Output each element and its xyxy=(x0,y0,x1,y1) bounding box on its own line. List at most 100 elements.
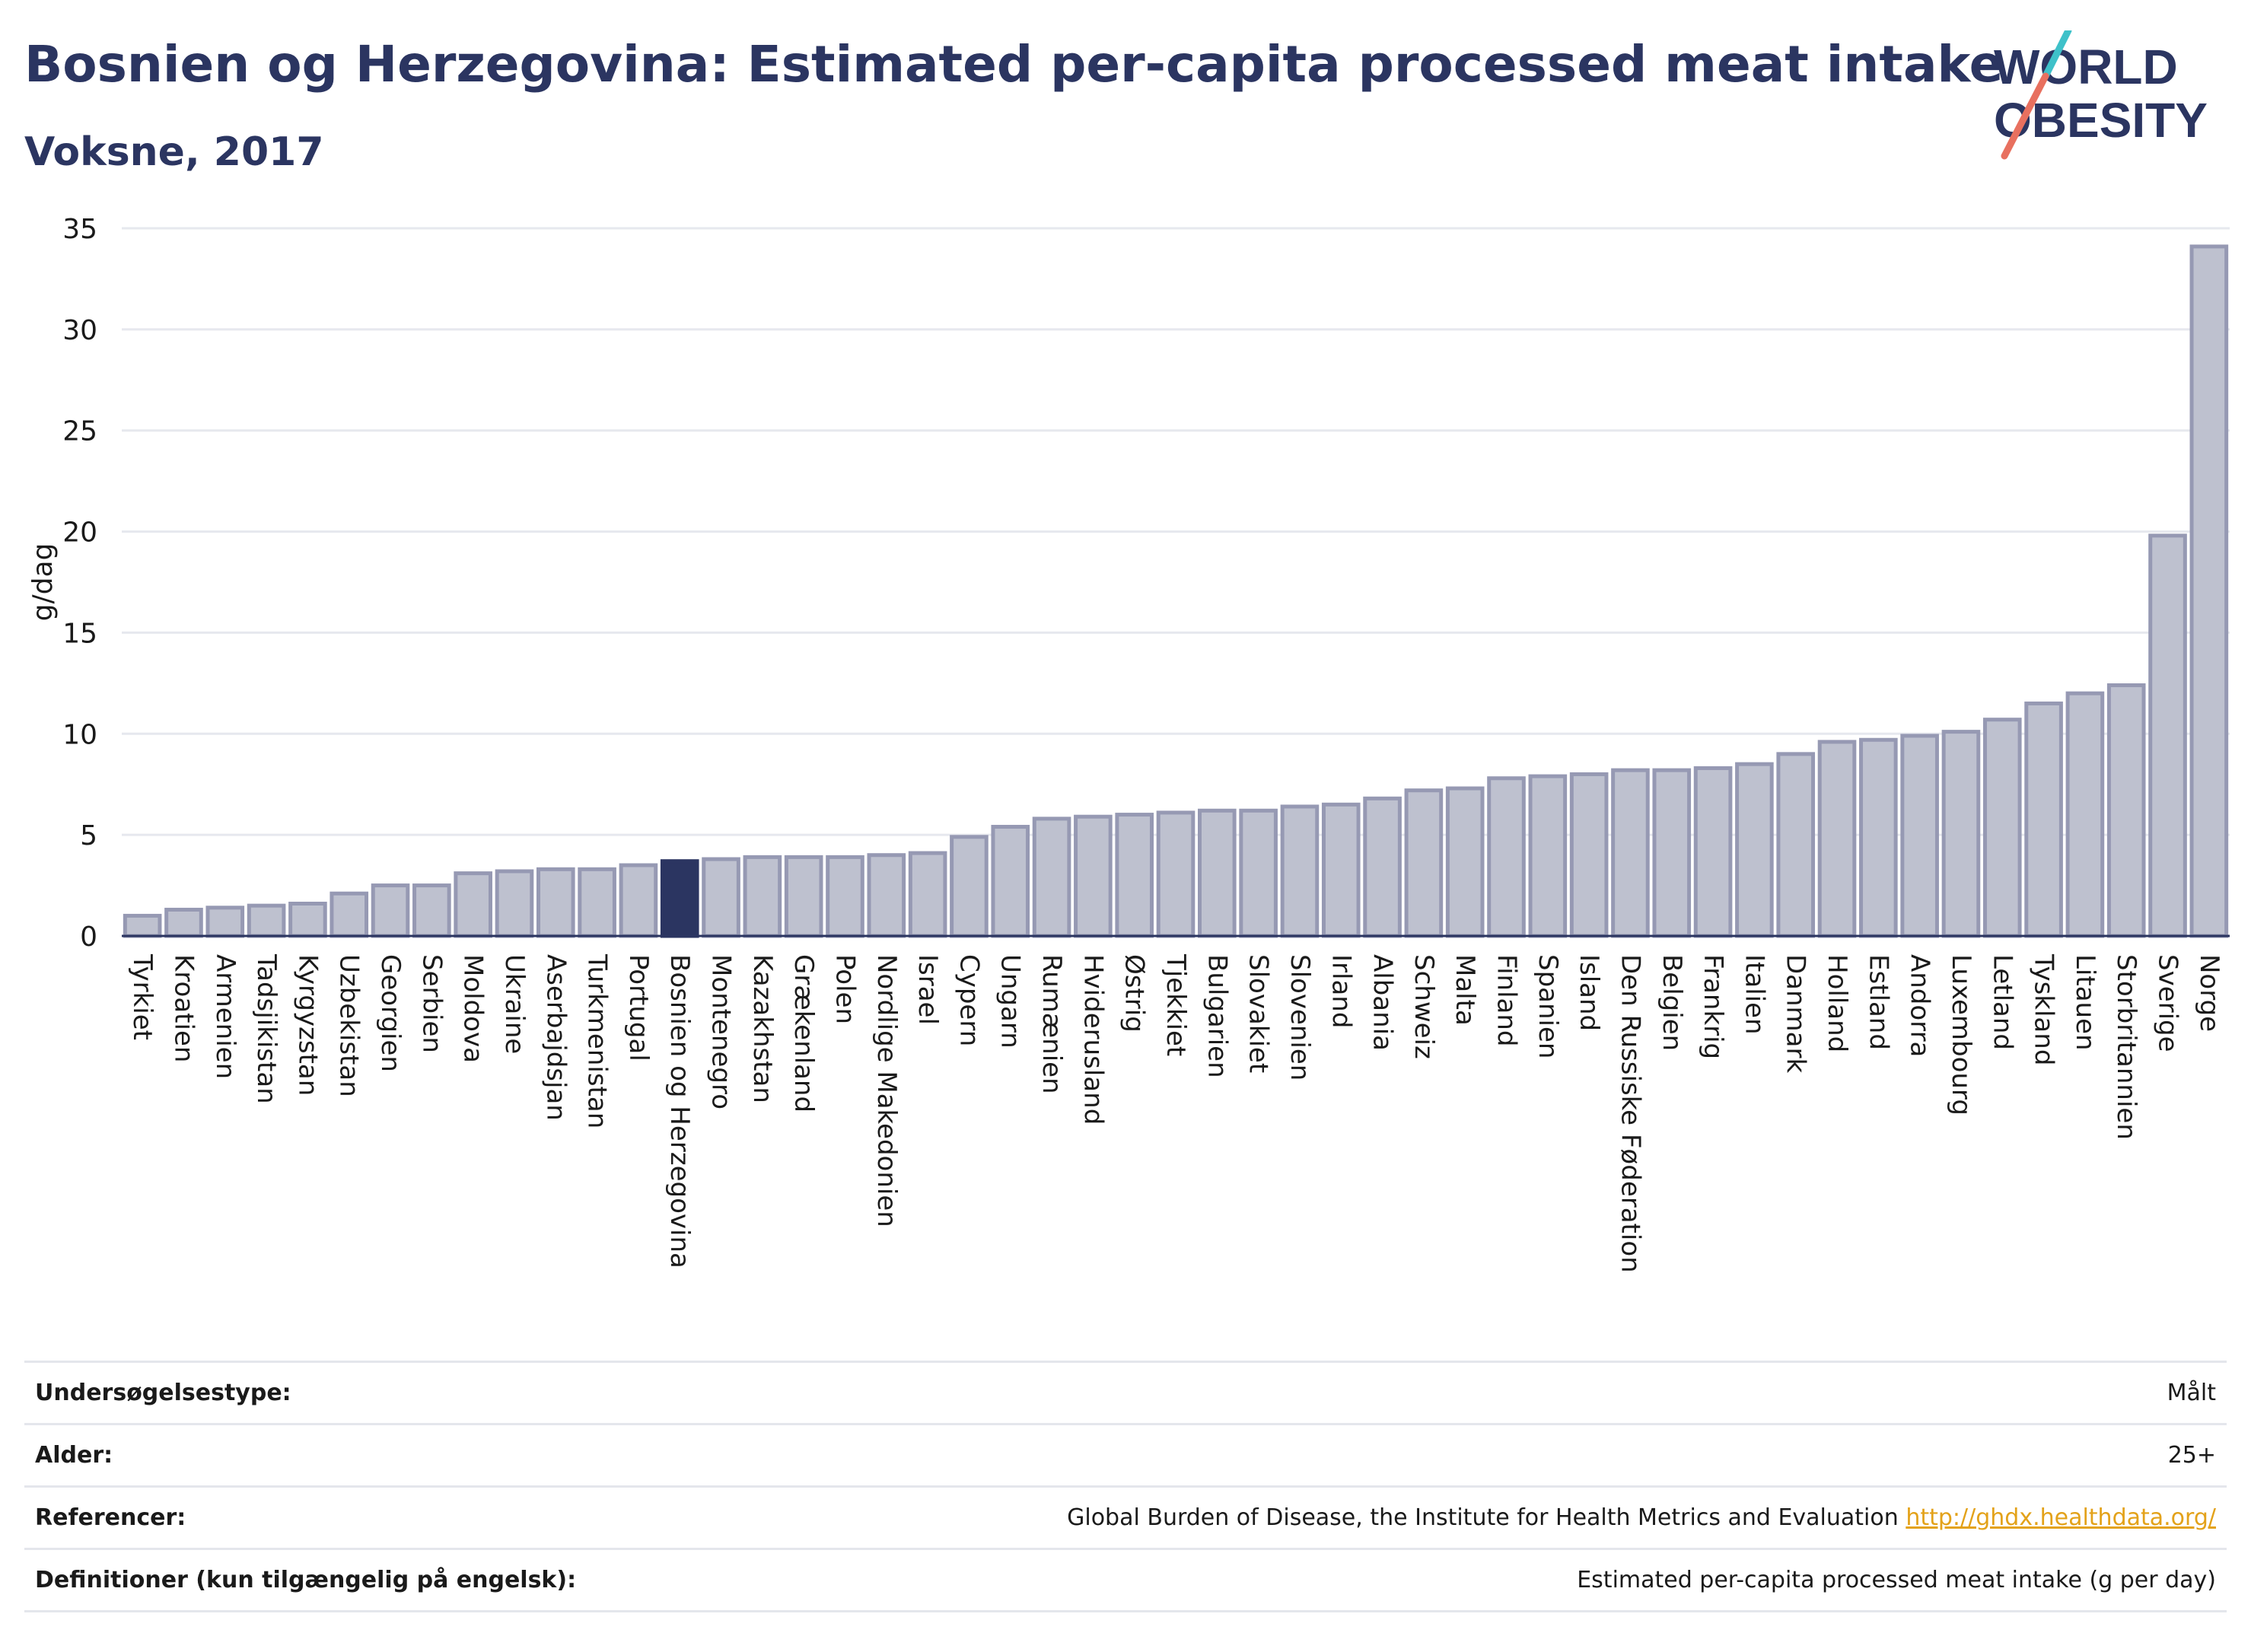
y-tick-label: 35 xyxy=(62,214,97,245)
references-link[interactable]: http://ghdx.healthdata.org/ xyxy=(1906,1504,2216,1531)
bar xyxy=(2024,701,2063,938)
x-tick-label: Uzbekistan xyxy=(334,954,365,1097)
bar xyxy=(908,851,947,938)
bar xyxy=(950,835,989,938)
x-tick-label: Turkmenistan xyxy=(582,953,613,1128)
bar xyxy=(1569,772,1609,938)
logo-teal-stroke xyxy=(2042,30,2072,80)
bar xyxy=(1321,802,1361,938)
y-tick-labels: 0 5 10 15 20 25 30 35 xyxy=(62,214,97,953)
references-value: Global Burden of Disease, the Institute … xyxy=(1067,1504,1899,1531)
age-label: Alder: xyxy=(35,1442,113,1469)
x-tick-label: Sverige xyxy=(2153,954,2183,1052)
bar xyxy=(743,855,782,938)
chart-title: Bosnien og Herzegovina: Estimated per-ca… xyxy=(24,35,2004,94)
y-axis-label: g/dag xyxy=(27,543,59,622)
bar xyxy=(1115,813,1154,938)
bar xyxy=(1032,816,1071,938)
bar xyxy=(495,869,534,938)
x-tick-label: Finland xyxy=(1492,954,1522,1047)
bar xyxy=(1528,774,1568,938)
bar xyxy=(619,863,658,938)
x-tick-label: Malta xyxy=(1450,954,1480,1026)
bar xyxy=(1487,776,1526,938)
x-tick-label: Ukraine xyxy=(499,954,530,1054)
x-tick-label: Serbien xyxy=(416,954,447,1053)
age-value: 25+ xyxy=(2167,1442,2216,1469)
bar xyxy=(536,867,575,938)
survey-type-label: Undersøgelsestype: xyxy=(35,1380,291,1406)
bar xyxy=(1693,766,1733,938)
bar xyxy=(1652,768,1692,938)
x-tick-label: Slovakiet xyxy=(1243,954,1274,1073)
x-tick-label: Armenien xyxy=(210,954,240,1079)
x-tick-label: Estland xyxy=(1863,954,1893,1050)
bar xyxy=(454,871,492,938)
x-tick-label: Tyrkiet xyxy=(127,953,158,1040)
bar xyxy=(1156,810,1196,938)
bar-chart: 0 5 10 15 20 25 30 35 Tyrkiet Kroatien Armenien Ta… xyxy=(27,214,2230,1273)
bar xyxy=(164,907,203,938)
x-tick-labels: Tyrkiet Kroatien Armenien Tadsjikistan Kyrgy… xyxy=(127,953,2224,1273)
bar xyxy=(1900,734,1939,938)
x-tick-label: Portugal xyxy=(623,954,654,1062)
x-tick-label: Belgien xyxy=(1657,954,1687,1051)
world-obesity-logo: WORLD OBESITY xyxy=(1994,30,2208,160)
bar xyxy=(784,855,823,938)
references-label: Referencer: xyxy=(35,1504,186,1531)
chart-subtitle: Voksne, 2017 xyxy=(24,129,324,175)
x-tick-label: Polen xyxy=(829,954,860,1024)
definitions-label: Definitioner (kun tilgængelig på engelsk… xyxy=(35,1567,577,1593)
x-tick-label: Den Russiske Føderation xyxy=(1615,954,1645,1273)
definitions-row: Definitioner (kun tilgængelig på engelsk… xyxy=(24,1549,2227,1612)
bars xyxy=(123,244,2229,938)
bar xyxy=(1363,796,1402,938)
x-tick-label: Kyrgyzstan xyxy=(292,954,323,1096)
bar xyxy=(205,906,245,938)
bar xyxy=(1198,808,1237,938)
x-tick-label: Grækenland xyxy=(788,954,819,1112)
x-tick-label: Storbritannien xyxy=(2111,954,2141,1140)
bar xyxy=(1611,768,1650,938)
x-tick-label: Kazakhstan xyxy=(747,954,778,1103)
bar xyxy=(247,903,286,938)
x-tick-label: Bulgarien xyxy=(1202,954,1232,1078)
x-tick-label: Slovenien xyxy=(1285,954,1315,1081)
y-tick-label: 15 xyxy=(62,618,97,649)
x-tick-label: Kroatien xyxy=(168,954,199,1062)
x-tick-label: Andorra xyxy=(1905,954,1935,1057)
x-tick-label: Nordlige Makedonien xyxy=(871,954,902,1227)
y-tick-label: 25 xyxy=(62,416,97,447)
bar xyxy=(330,891,369,938)
x-tick-label: Luxembourg xyxy=(1946,954,1976,1116)
x-tick-label: Østrig xyxy=(1119,954,1150,1033)
logo-text-world: WORLD xyxy=(1994,40,2178,94)
x-tick-label: Israel xyxy=(912,954,943,1025)
x-tick-label: Irland xyxy=(1326,954,1356,1028)
bar xyxy=(2189,244,2229,938)
y-tick-label: 10 xyxy=(62,719,97,750)
x-tick-label: Moldova xyxy=(458,954,489,1063)
x-tick-label: Albania xyxy=(1367,954,1398,1051)
x-tick-label: Tadsjikistan xyxy=(251,953,282,1104)
x-tick-label: Aserbajdsjan xyxy=(540,954,571,1121)
bar xyxy=(1445,786,1485,938)
logo-coral-stroke xyxy=(2001,72,2049,160)
bar xyxy=(288,901,327,938)
bar xyxy=(2065,691,2105,938)
bar xyxy=(1982,718,2022,938)
age-row: Alder: 25+ xyxy=(24,1424,2227,1487)
bar xyxy=(1074,814,1113,938)
x-tick-label: Norge xyxy=(2194,954,2224,1032)
metadata-table: Undersøgelsestype: Målt Alder: 25+ Refer… xyxy=(24,1361,2227,1612)
bar xyxy=(826,855,864,938)
survey-type-value: Målt xyxy=(2167,1380,2216,1406)
x-tick-label: Rumænien xyxy=(1036,954,1067,1094)
bar xyxy=(1280,804,1320,938)
y-tick-label: 30 xyxy=(62,315,97,346)
bar xyxy=(1776,752,1816,938)
x-tick-label: Cypern xyxy=(954,954,984,1046)
x-tick-label: Litauen xyxy=(2070,954,2100,1051)
x-tick-label: Montenegro xyxy=(706,954,737,1109)
x-tick-label: Hviderusland xyxy=(1078,954,1108,1125)
